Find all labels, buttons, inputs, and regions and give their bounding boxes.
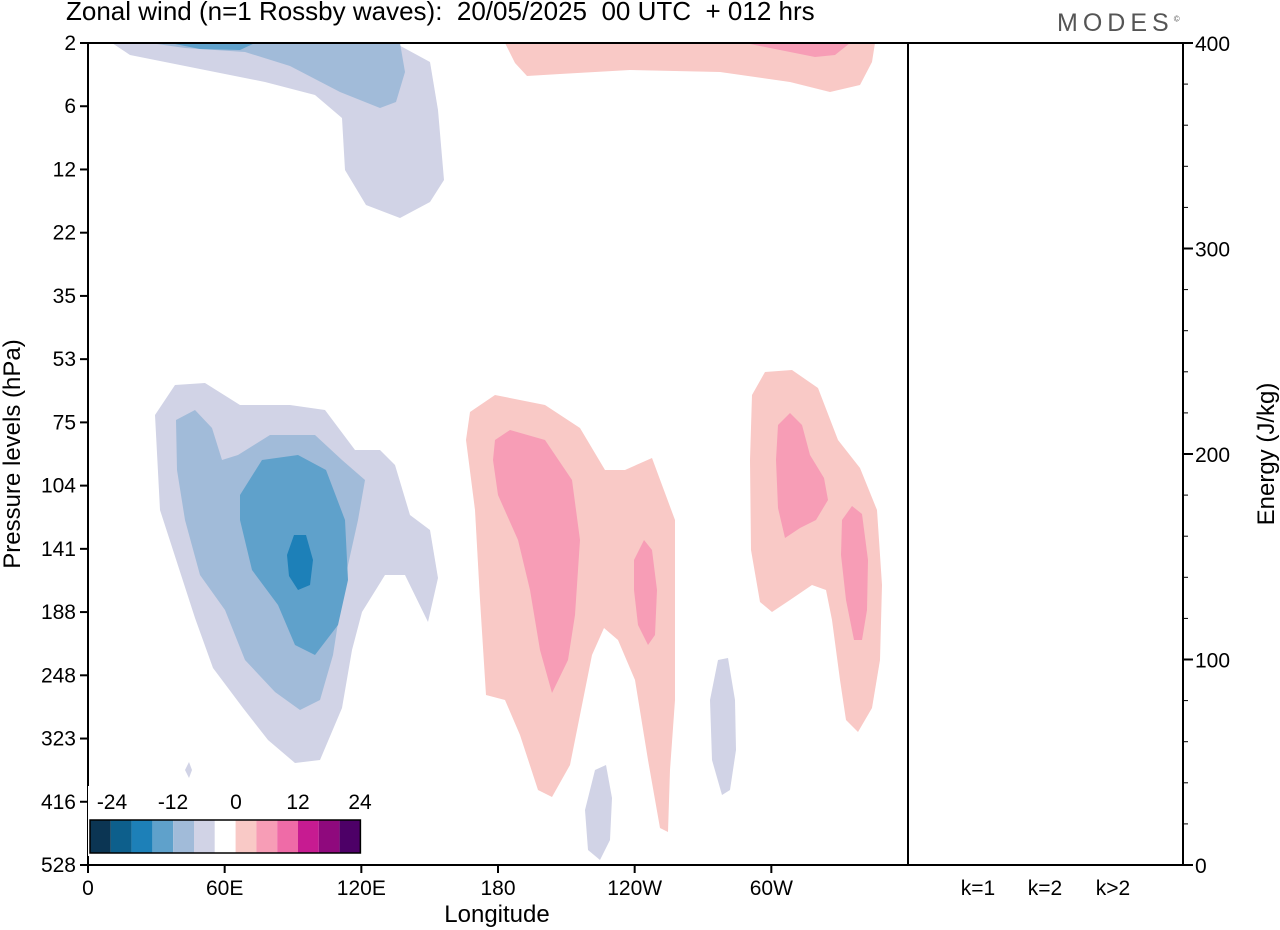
y-tick-label: 104 [41,475,76,498]
y-tick-label: 22 [53,222,76,245]
y-tick-label: 6 [64,95,76,118]
contour-neg-dark [287,535,313,590]
contour-pos-light-mid [493,430,580,693]
colorbar-swatch [90,820,111,853]
colorbar-swatch [194,820,215,853]
y-tick-label: 528 [41,854,76,877]
energy-tick-label: 100 [1195,650,1230,673]
colorbar-swatch [173,820,194,853]
energy-axis-label: Energy (J/kg) [1253,383,1280,526]
contour-pos-lightest-top [505,43,875,92]
colorbar-swatch [256,820,278,853]
y-tick-label: 12 [53,158,76,181]
energy-axis: 0 100 200 300 400 [1183,33,1230,878]
x-tick-label: 120E [337,877,386,900]
contour-pos-light-top [745,43,850,57]
contour-neg-light-top [150,43,405,108]
colorbar-swatch [298,820,319,853]
brand-logo: MODES© [1057,9,1180,37]
energy-bars: k=1 k=2 k>2 [955,864,1136,900]
contour-pos-light-right [776,413,828,538]
colorbar-label: -24 [97,791,128,814]
energy-category-label: k>2 [1096,877,1130,900]
x-tick-label: 0 [82,877,94,900]
x-tick-label: 60W [750,877,793,900]
y-axis-label: Pressure levels (hPa) [0,339,26,568]
energy-category-label: k=1 [961,877,995,900]
colorbar: -24 -12 0 12 24 [88,786,372,856]
colorbar-swatch [214,820,236,853]
contour-pos-light-right-2 [841,506,868,640]
contour-field [112,43,882,860]
y-tick-label: 323 [41,728,76,751]
x-tick-label: 180 [480,877,515,900]
y-tick-label: 141 [41,538,76,561]
y-axis: 2 6 12 22 35 53 75 104 141 188 248 323 416 528 [41,32,88,877]
colorbar-swatch [110,820,132,853]
y-tick-label: 35 [53,285,76,308]
energy-category-label: k=2 [1028,877,1062,900]
energy-bar [1090,864,1136,865]
colorbar-frame [89,819,362,854]
contour-neg-mid-top [170,43,255,50]
energy-tick-label: 200 [1195,444,1230,467]
colorbar-swatch [235,820,257,853]
energy-tick-label: 300 [1195,239,1230,262]
contour-neg-blob-1 [585,765,612,860]
colorbar-label: 12 [286,791,309,814]
y-tick-label: 416 [41,791,76,814]
energy-tick-label: 400 [1195,33,1230,56]
chart-title: Zonal wind (n=1 Rossby waves): 20/05/202… [66,0,815,26]
colorbar-swatch [152,820,174,853]
y-tick-label: 2 [64,32,76,55]
colorbar-swatch [318,820,340,853]
energy-bar [1022,864,1068,865]
colorbar-swatch [131,820,153,853]
colorbar-swatch [277,820,298,853]
colorbar-label: 0 [230,791,242,814]
contour-pos-light-mid-2 [634,540,657,645]
x-tick-label: 60E [206,877,243,900]
energy-tick-label: 0 [1195,855,1207,878]
y-tick-label: 188 [41,601,76,624]
colorbar-label: 24 [348,791,372,814]
y-tick-label: 53 [53,348,76,371]
energy-bar [955,864,1001,865]
y-tick-label: 75 [53,411,76,434]
x-axis: 0 60E 120E 180 120W 60W [82,865,793,900]
contour-neg-blob-2 [710,658,736,795]
y-tick-label: 248 [41,664,76,687]
colorbar-label: -12 [158,791,188,814]
contour-neg-blob-3 [185,762,192,778]
colorbar-swatch [339,820,361,853]
x-tick-label: 120W [607,877,662,900]
x-axis-label: Longitude [444,901,549,928]
